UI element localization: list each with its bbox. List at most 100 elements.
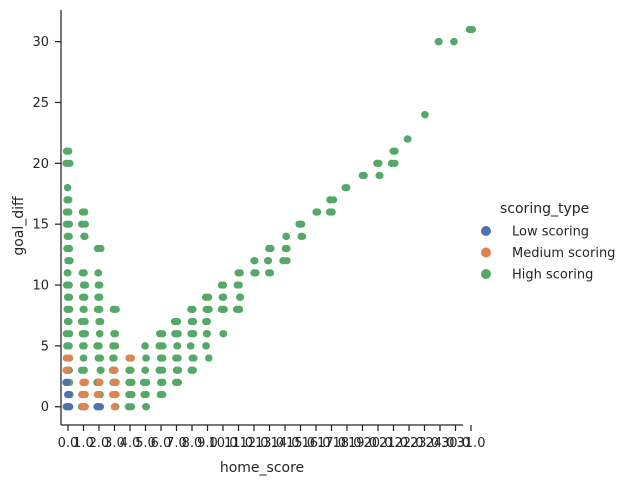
legend: scoring_type Low scoring Medium scoring Hi… [481, 201, 615, 283]
data-point [218, 293, 226, 301]
data-point [62, 366, 70, 374]
x-tick-label: 15.0 [286, 436, 315, 451]
data-point [66, 305, 74, 313]
y-tick-label: 10 [32, 279, 49, 294]
data-point [81, 378, 90, 387]
data-point [174, 330, 182, 338]
x-tick-label: 11.0 [224, 436, 253, 451]
data-point [187, 305, 195, 313]
legend-marker [481, 247, 491, 258]
data-point [78, 293, 87, 301]
data-point [202, 305, 210, 313]
data-point [65, 244, 74, 253]
data-point [203, 317, 211, 326]
data-point [159, 390, 167, 399]
data-point [159, 354, 167, 362]
x-tick-label: 10.0 [209, 436, 238, 451]
data-point [65, 342, 73, 350]
data-point [63, 378, 71, 387]
data-point [128, 378, 136, 387]
data-point [77, 317, 86, 326]
data-point [94, 269, 102, 277]
data-point [62, 403, 70, 411]
data-point [219, 330, 227, 338]
x-tick-label: 20.0 [364, 436, 393, 451]
data-point [435, 38, 443, 46]
data-point [141, 366, 149, 374]
x-tick-label: 2.0 [89, 436, 110, 451]
data-point [81, 208, 89, 216]
data-point [236, 293, 244, 301]
data-point [79, 330, 88, 338]
x-tick-label: 0.0 [58, 436, 79, 451]
x-tick-label: 1.0 [73, 436, 94, 451]
data-point [62, 159, 70, 167]
y-tick-label: 15 [32, 218, 49, 233]
data-point [141, 342, 149, 350]
data-point [63, 317, 72, 326]
legend-label: High scoring [512, 268, 593, 283]
data-point [283, 257, 291, 265]
y-axis-title: goal_diff [11, 196, 27, 256]
data-point [359, 171, 367, 180]
legend-marker [481, 269, 491, 279]
data-point [140, 378, 148, 387]
legend-title: scoring_type [500, 201, 589, 217]
data-point [97, 244, 105, 253]
data-point [235, 281, 243, 289]
data-point [79, 354, 88, 362]
legend-marker [481, 226, 491, 236]
data-point [328, 208, 336, 216]
x-tick-label: 18.0 [333, 436, 362, 451]
data-point [173, 342, 181, 350]
data-point [391, 159, 399, 167]
data-point [172, 366, 180, 374]
data-point [127, 354, 135, 362]
data-point [219, 281, 227, 289]
x-tick-label: 23.0 [410, 436, 439, 451]
data-point [375, 159, 383, 167]
data-point [110, 330, 118, 338]
data-point [264, 257, 272, 265]
x-tick-label: 12.0 [240, 436, 269, 451]
data-point [79, 305, 87, 313]
data-point [283, 244, 291, 253]
data-point [250, 257, 258, 265]
legend-label: Low scoring [512, 225, 589, 240]
data-point [314, 208, 322, 216]
data-point [77, 366, 86, 374]
data-point [94, 281, 102, 289]
data-point [62, 220, 70, 228]
data-points [62, 25, 477, 411]
data-point [80, 269, 88, 277]
x-tick-label: 17.0 [317, 436, 346, 451]
data-point [95, 378, 103, 387]
x-axis-ticks: 0.01.02.03.04.05.06.07.08.09.010.011.012… [58, 425, 485, 451]
data-point [64, 232, 72, 240]
data-point [128, 403, 136, 411]
x-axis-title: home_score [220, 460, 304, 476]
x-tick-label: 13.0 [255, 436, 284, 451]
y-axis-ticks: 0 5 10 15 20 25 30 [32, 35, 61, 415]
data-point [205, 293, 213, 301]
x-tick-label: 9.0 [197, 436, 218, 451]
data-point [421, 111, 429, 119]
data-point [94, 403, 102, 411]
data-point [64, 184, 72, 192]
y-tick-label: 30 [32, 35, 49, 50]
data-point [232, 305, 241, 313]
data-point [450, 38, 458, 46]
data-point [65, 208, 73, 216]
data-point [329, 196, 338, 204]
x-tick-label: 30.0 [441, 436, 470, 451]
data-point [156, 378, 165, 387]
data-point [112, 342, 120, 350]
data-point [219, 305, 227, 313]
x-tick-label: 19.0 [348, 436, 377, 451]
x-tick-label: 3.0 [104, 436, 125, 451]
data-point [94, 354, 102, 362]
data-point [403, 135, 411, 143]
data-point [95, 305, 103, 313]
data-point [125, 390, 133, 399]
data-point [155, 366, 163, 374]
